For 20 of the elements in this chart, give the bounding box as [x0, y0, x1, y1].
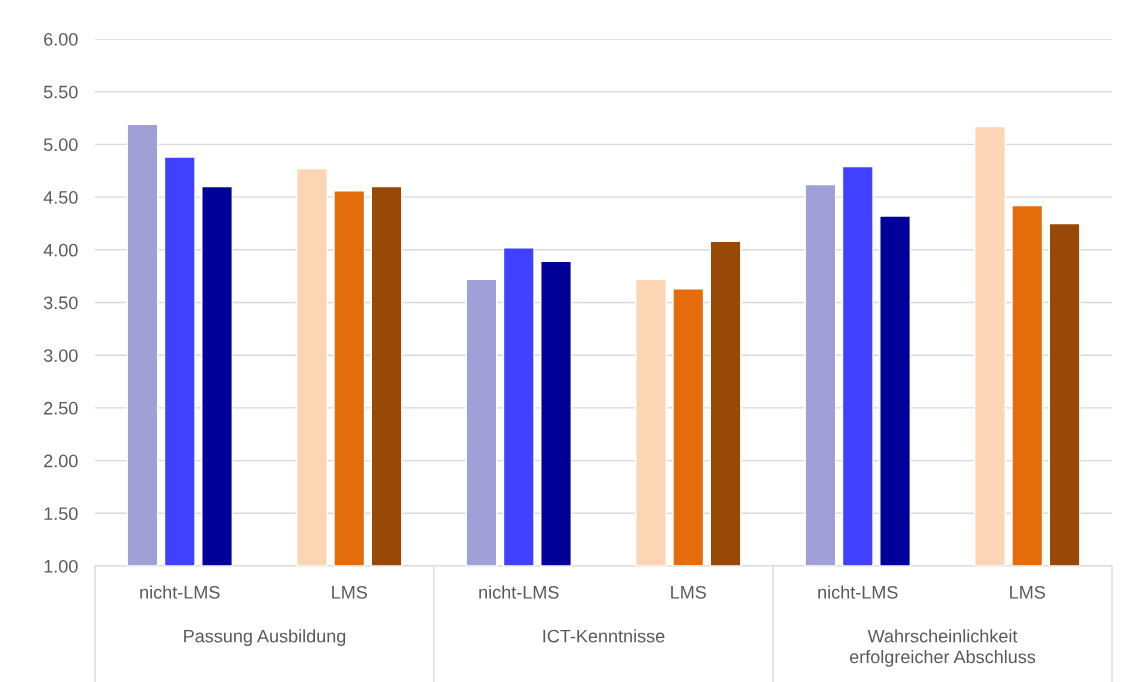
text: ICT-Kenntnisse: [543, 629, 665, 643]
x-tick-label: nicht-LMS: [479, 585, 559, 599]
x-tick-label: LMS: [671, 585, 706, 599]
y-tick-label: 4.00: [43, 243, 78, 257]
y-tick-label: 3.00: [43, 349, 78, 362]
x-tick-label: nicht-LMS: [818, 585, 898, 599]
y-tick-label: 6.00: [44, 32, 78, 46]
y-tick-label: 3.50: [43, 296, 78, 310]
y-tick-label: 5.00: [43, 138, 78, 152]
x-tick-label: nicht-LMS: [140, 585, 220, 599]
y-tick-label: 2.50: [44, 401, 78, 415]
x-tick-label: LMS: [332, 585, 367, 599]
y-tick-label: 1.50: [44, 507, 78, 521]
y-tick-label: 2.00: [44, 454, 78, 468]
text: Passung Ausbildung: [184, 629, 346, 647]
y-tick-label: 5.50: [43, 85, 78, 99]
y-tick-label: 1.00: [44, 559, 78, 573]
text: Wahrscheinlichkeit erfolgreicher Abschluss: [849, 629, 1036, 667]
x-tick-label: LMS: [1010, 585, 1045, 599]
y-tick-label: 4.50: [43, 191, 78, 204]
